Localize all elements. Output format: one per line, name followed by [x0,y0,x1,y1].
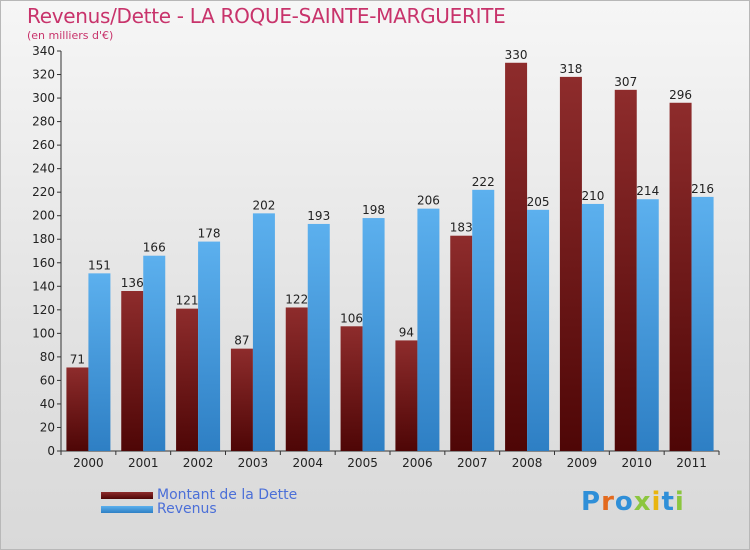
x-tick-label: 2002 [183,456,214,470]
y-tick-label: 0 [47,444,55,458]
x-tick-label: 2004 [292,456,323,470]
bar-dette [559,76,582,451]
bars [66,62,714,451]
y-tick-label: 220 [32,185,55,199]
legend-item-dette: Montant de la Dette [101,487,297,503]
value-label-dette: 296 [669,88,692,102]
proxiti-logo: Proxiti [581,487,685,517]
bar-revenus [636,199,659,451]
x-tick-label: 2001 [128,456,159,470]
x-tick-label: 2009 [567,456,598,470]
legend-swatch-revenus [101,505,153,513]
bar-dette [285,307,308,451]
legend-item-revenus: Revenus [101,501,217,517]
y-tick-label: 60 [40,373,55,387]
bar-revenus [417,208,440,451]
value-label-revenus: 151 [88,258,111,272]
value-label-revenus: 205 [527,195,550,209]
bar-dette [505,62,528,451]
value-label-dette: 71 [70,352,85,366]
logo-letter: x [633,487,652,517]
value-label-dette: 330 [505,48,528,62]
bar-dette [340,326,363,451]
axes: 0 20 40 60 80 100 120 140 160 180 200 220 240 260 280 3… [32,44,720,470]
legend-label-revenus: Revenus [157,501,217,517]
x-tick-label: 2008 [512,456,543,470]
bar-revenus [581,203,604,451]
bar-revenus [143,255,166,451]
y-tick-label: 260 [32,138,55,152]
legend-label-dette: Montant de la Dette [157,487,298,503]
bar-dette [66,367,89,451]
y-tick-label: 180 [32,232,55,246]
value-label-dette: 87 [234,334,249,348]
value-label-revenus: 222 [472,175,495,189]
value-label-dette: 106 [340,311,363,325]
bar-dette [121,291,144,451]
value-label-dette: 318 [559,62,582,76]
bar-revenus [362,218,385,451]
value-label-revenus: 198 [362,203,385,217]
bar-revenus [691,196,714,451]
logo-letter: i [651,487,662,517]
bar-revenus [198,241,221,451]
value-label-revenus: 214 [636,184,659,198]
value-label-dette: 183 [450,221,473,235]
x-tick-label: 2005 [347,456,378,470]
x-tick-label: 2007 [457,456,488,470]
bar-dette [230,348,253,451]
bar-dette [395,340,418,451]
logo-letter: t [661,487,675,517]
y-tick-label: 20 [40,420,55,434]
y-tick-label: 120 [32,303,55,317]
y-tick-label: 200 [32,209,55,223]
logo-letter: o [614,487,634,517]
y-tick-label: 160 [32,256,55,270]
logo-letter: i [674,487,685,517]
value-label-dette: 307 [614,75,637,89]
x-tick-label: 2000 [73,456,104,470]
x-tick-label: 2006 [402,456,433,470]
legend-swatch-dette [101,491,153,499]
value-label-dette: 136 [121,276,144,290]
value-label-revenus: 210 [581,189,604,203]
bar-dette [176,308,199,451]
value-label-dette: 121 [176,294,199,308]
value-label-dette: 94 [399,325,414,339]
y-tick-label: 80 [40,350,55,364]
value-label-revenus: 178 [198,227,221,241]
value-label-dette: 122 [285,292,308,306]
y-tick-label: 240 [32,162,55,176]
bar-revenus [527,209,550,451]
value-label-revenus: 202 [252,198,275,212]
y-tick-label: 140 [32,279,55,293]
bar-revenus [252,213,275,451]
value-label-revenus: 193 [307,209,330,223]
bar-dette [614,89,637,451]
bar-dette [669,102,692,451]
x-tick-label: 2011 [676,456,707,470]
logo-letter: r [601,487,615,517]
x-tick-label: 2003 [238,456,269,470]
value-label-revenus: 166 [143,241,166,255]
bar-revenus [88,273,111,451]
value-label-revenus: 216 [691,182,714,196]
y-tick-label: 280 [32,115,55,129]
logo-letter: P [581,487,602,517]
value-label-revenus: 206 [417,194,440,208]
y-tick-label: 300 [32,91,55,105]
y-tick-label: 340 [32,44,55,58]
chart-subtitle: (en milliers d'€) [27,29,114,42]
y-tick-label: 320 [32,68,55,82]
x-tick-label: 2010 [621,456,652,470]
y-tick-label: 100 [32,326,55,340]
bar-dette [450,235,473,451]
value-labels: 71 151 136 166 121 178 87 202 122 193 106 198 94 206 1… [70,48,714,367]
chart-title: Revenus/Dette - LA ROQUE-SAINTE-MARGUERI… [27,4,506,28]
y-tick-label: 40 [40,397,55,411]
bar-revenus [472,189,495,451]
bar-revenus [307,223,330,451]
